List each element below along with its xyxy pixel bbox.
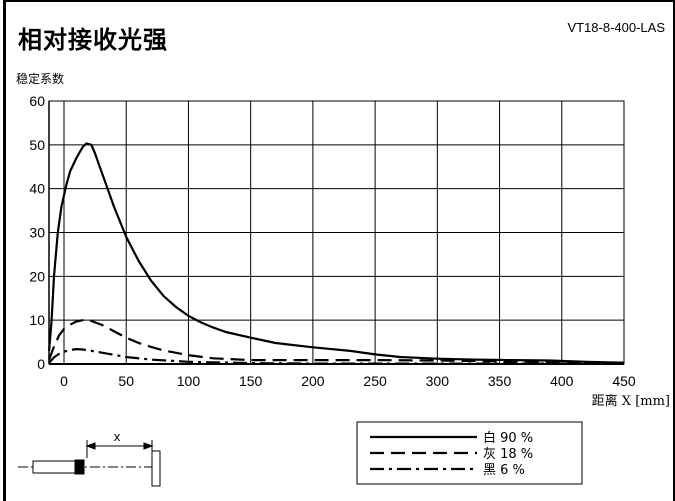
- sensor-body: [32, 460, 76, 474]
- x-tick-label: 250: [363, 373, 387, 389]
- x-tick-label: 50: [118, 373, 134, 389]
- frame-left-border: [3, 0, 6, 501]
- target-plate: [151, 450, 161, 487]
- sensor-lens: [74, 459, 85, 475]
- y-tick-label: 40: [29, 181, 45, 197]
- product-code: VT18-8-400-LAS: [567, 20, 665, 35]
- legend-label-2: 灰 18 %: [483, 447, 533, 462]
- series-line-1: [48, 142, 625, 364]
- y-tick-label: 10: [29, 312, 45, 328]
- dimension-arrow-right: [143, 442, 154, 450]
- y-tick-label: 60: [29, 93, 45, 109]
- dimension-label: x: [114, 429, 121, 444]
- x-tick-label: 150: [239, 373, 263, 389]
- legend-box: [356, 421, 583, 485]
- sensor-diagram: [18, 440, 161, 487]
- y-tick-label: 30: [29, 225, 45, 241]
- y-axis-label: 稳定系数: [16, 71, 64, 86]
- y-tick-label: 50: [29, 137, 45, 153]
- x-axis-label: 距离 X [mm]: [592, 393, 670, 409]
- grid: [48, 100, 625, 365]
- x-tick-label: 400: [550, 373, 574, 389]
- y-tick-label: 0: [37, 356, 45, 372]
- series-line-2: [48, 319, 625, 364]
- legend: 白 90 %灰 18 %黑 6 %: [356, 421, 583, 485]
- legend-label-1: 白 90 %: [483, 430, 533, 446]
- legend-label-3: 黑 6 %: [483, 463, 525, 478]
- tick-labels: 0 50 100 150 200 250 300 350 400 450 0 10 20 30 40 50 60: [29, 93, 635, 389]
- frame-right-border: [673, 0, 675, 501]
- frame-top-border: [3, 0, 675, 2]
- chart-title: 相对接收光强: [18, 25, 168, 54]
- series-line-3: [48, 348, 624, 365]
- series-lines: [48, 142, 625, 365]
- x-tick-label: 300: [426, 373, 450, 389]
- dimension-arrow-left: [85, 442, 96, 450]
- x-tick-label: 100: [177, 373, 201, 389]
- y-tick-label: 20: [29, 268, 45, 284]
- x-tick-label: 0: [60, 373, 68, 389]
- x-tick-label: 350: [488, 373, 512, 389]
- x-tick-label: 450: [612, 373, 636, 389]
- x-tick-label: 200: [301, 373, 325, 389]
